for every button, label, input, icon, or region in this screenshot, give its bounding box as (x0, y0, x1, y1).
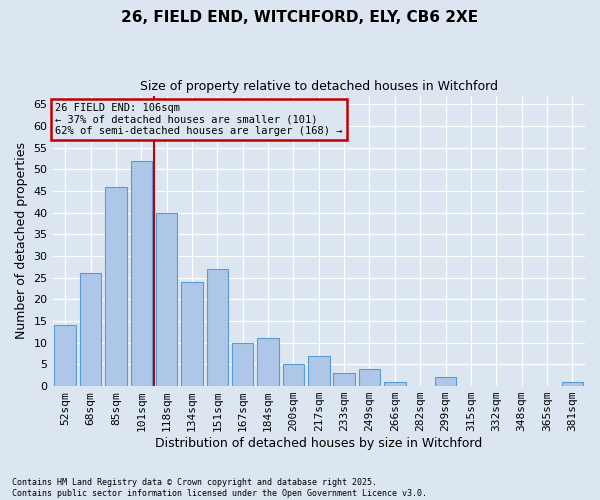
Bar (80, 274, 101, 386)
Title: Size of property relative to detached houses in Witchford: Size of property relative to detached ho… (140, 80, 498, 93)
Bar (308, 356, 329, 386)
Bar (156, 212, 178, 386)
X-axis label: Distribution of detached houses by size in Witchford: Distribution of detached houses by size … (155, 437, 482, 450)
Bar (232, 342, 253, 386)
Text: 26 FIELD END: 106sqm
← 37% of detached houses are smaller (101)
62% of semi-deta: 26 FIELD END: 106sqm ← 37% of detached h… (55, 103, 343, 136)
Text: Contains HM Land Registry data © Crown copyright and database right 2025.
Contai: Contains HM Land Registry data © Crown c… (12, 478, 427, 498)
Bar (131, 160, 152, 386)
Bar (384, 382, 406, 386)
Bar (181, 282, 203, 386)
Bar (562, 382, 583, 386)
Text: 26, FIELD END, WITCHFORD, ELY, CB6 2XE: 26, FIELD END, WITCHFORD, ELY, CB6 2XE (121, 10, 479, 25)
Bar (206, 269, 228, 386)
Bar (257, 338, 279, 386)
Bar (359, 368, 380, 386)
Y-axis label: Number of detached properties: Number of detached properties (15, 142, 28, 340)
Bar (105, 186, 127, 386)
Bar (334, 373, 355, 386)
Bar (435, 378, 457, 386)
Bar (283, 364, 304, 386)
Bar (55, 326, 76, 386)
